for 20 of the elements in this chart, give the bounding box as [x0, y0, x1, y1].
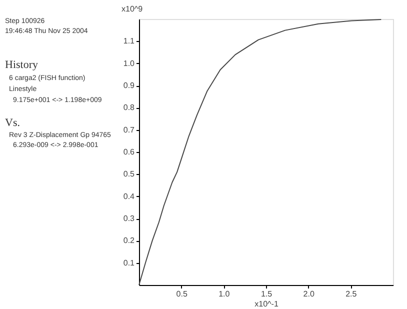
- y-tick-label: 0.1: [123, 258, 136, 268]
- y-tick-label: 1.1: [123, 36, 136, 46]
- x-tick-label: 1.0: [218, 290, 230, 298]
- y-tick-label: 0.2: [123, 236, 136, 246]
- y-tick-label: 0.9: [123, 81, 136, 90]
- y-tick-label: 0.7: [123, 125, 136, 134]
- x-tick-label: 2.0: [303, 290, 315, 298]
- y-tick-label: 0.5: [123, 170, 136, 179]
- y-tick-label: 1.0: [123, 58, 136, 68]
- text: Vs.: [5, 117, 20, 129]
- y-axis-title: x10^9: [122, 4, 144, 14]
- x-axis-title: x10^-1: [254, 300, 279, 308]
- y-tick-label: 0.3: [123, 214, 136, 223]
- y-tick-label: 0.6: [123, 148, 136, 156]
- x-tick-label: 2.5: [346, 290, 358, 298]
- text: History: [5, 59, 38, 71]
- y-tick-label: 0.4: [123, 192, 136, 201]
- x-tick-label: 1.5: [260, 290, 273, 298]
- x-tick-label: 0.5: [176, 290, 188, 298]
- y-tick-label: 0.8: [123, 103, 136, 112]
